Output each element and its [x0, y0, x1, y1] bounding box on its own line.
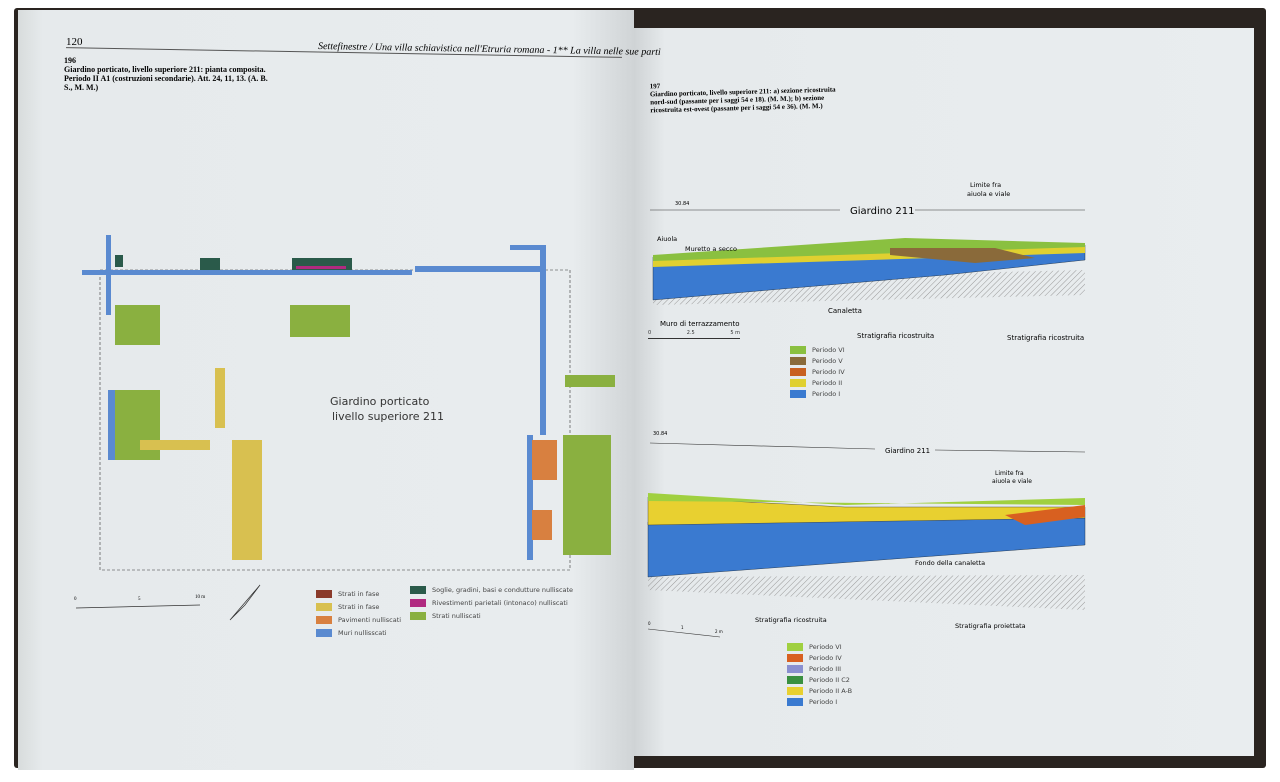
fondo-label: Fondo della canaletta [915, 559, 985, 567]
legend-item: Strati in fase [316, 603, 401, 611]
figure-caption-196: 196 Giardino porticato, livello superior… [64, 56, 268, 92]
aiuola-label: Aiuola [657, 235, 677, 243]
garden-plan: Giardino porticato livello superiore 211… [74, 235, 615, 621]
legend-label: Soglie, gradini, basi e condutture nulli… [432, 586, 574, 594]
legend-item: Periodo I [790, 390, 845, 398]
legend-swatch [790, 379, 806, 387]
caption-line: Giardino porticato, livello superiore 21… [64, 65, 266, 74]
legend-swatch [316, 616, 332, 624]
legend-swatch [787, 665, 803, 673]
section-title: Giardino 211 [850, 206, 914, 217]
legend-item: Soglie, gradini, basi e condutture nulli… [410, 586, 573, 594]
legend-item: Periodo IV [787, 654, 852, 662]
caption-line: Periodo II A1 (costruzioni secondarie). … [64, 74, 268, 83]
legend-item: Periodo V [790, 357, 845, 365]
scale-label: 0 [648, 330, 652, 336]
legend-label: Periodo II [812, 379, 843, 387]
legend-swatch [316, 603, 332, 611]
scale-label: 10 m [195, 595, 205, 600]
legend-swatch [787, 643, 803, 651]
wall [82, 270, 412, 275]
muretto-label: Muretto a secco [685, 245, 737, 253]
muro-label: Muro di terrazzamento [660, 320, 740, 328]
legend-item: Periodo VI [790, 346, 845, 354]
stratigrafia-label: Stratigrafia ricostruita [1007, 334, 1084, 342]
scale-label: 5 [138, 597, 141, 602]
legend-label: Periodo I [812, 390, 841, 398]
caption-line: S., M. M.) [64, 83, 99, 92]
legend-label: Strati in fase [338, 603, 380, 611]
legend-label: Periodo III [809, 665, 842, 673]
legend-swatch [787, 698, 803, 706]
plan-label: livello superiore 211 [332, 410, 444, 423]
scale-bar-a: 0 2.5 5 m [648, 330, 748, 339]
legend-label: Periodo IV [812, 368, 845, 376]
legend-item: Periodo II C2 [787, 676, 852, 684]
legend-swatch [410, 612, 426, 620]
section-a: 30.84 Giardino 211 Limite fra aiuola e v… [650, 181, 1086, 342]
legend-label: Muri nullisscati [338, 629, 387, 637]
legend-swatch [316, 590, 332, 598]
limite-label: aiuola e viale [992, 478, 1032, 485]
legend-item: Periodo IV [790, 368, 845, 376]
figure-number: 196 [64, 56, 76, 65]
plan-label: Giardino porticato [330, 395, 430, 408]
legend-item: Strati nulliscati [410, 612, 573, 620]
limite-label: Limite fra [995, 470, 1024, 477]
scale-label: 5 m [730, 330, 740, 336]
legend-label: Strati in fase [338, 590, 380, 598]
legend-item: Periodo VI [787, 643, 852, 651]
legend-label: Periodo V [812, 357, 843, 365]
legend-swatch [790, 368, 806, 376]
legend-label: Periodo II A-B [809, 687, 853, 695]
legend-swatch [787, 687, 803, 695]
scale-label: 1 [681, 625, 684, 630]
canaletta-label: Canaletta [828, 307, 862, 315]
legend-swatch [790, 346, 806, 354]
section-title: Giardino 211 [885, 447, 930, 455]
legend-swatch [790, 390, 806, 398]
page-number: 120 [66, 36, 83, 48]
right-page [634, 28, 1254, 756]
stratigrafia-label: Stratigrafia ricostruita [755, 616, 827, 624]
legend-swatch [790, 357, 806, 365]
legend-item: Rivestimenti parietali (intonaco) nullis… [410, 599, 573, 607]
legend-label: Periodo VI [812, 346, 845, 354]
legend-item: Periodo I [787, 698, 852, 706]
elevation-label: 30.84 [675, 201, 689, 207]
stratigrafia-label: Stratigrafia ricostruita [857, 332, 934, 340]
scale-label: 0 [648, 621, 651, 626]
elevation-label: 30.84 [653, 431, 667, 437]
limite-label: aiuola e viale [967, 190, 1010, 198]
limite-label: Limite fra [970, 181, 1001, 189]
legend-item: Pavimenti nulliscati [316, 616, 401, 624]
legend-label: Rivestimenti parietali (intonaco) nullis… [432, 599, 568, 607]
legend-swatch [787, 676, 803, 684]
legend-label: Pavimenti nulliscati [338, 616, 402, 624]
scale-label: 2 m [715, 629, 723, 634]
legend-label: Periodo VI [809, 643, 842, 651]
legend-swatch [787, 654, 803, 662]
legend-item: Muri nullisscati [316, 629, 401, 637]
section-b: 30.84 Giardino 211 Limite fra aiuola e v… [647, 431, 1086, 638]
scale-label: 2.5 [686, 330, 695, 336]
legend-item: Periodo II A-B [787, 687, 852, 695]
figure-caption-197: 197 Giardino porticato, livello superior… [650, 78, 837, 114]
legend-item: Strati in fase [316, 590, 401, 598]
legend-swatch [316, 629, 332, 637]
scale-label: 0 [74, 597, 77, 602]
stratigrafia-label: Stratigrafia proiettata [955, 622, 1026, 630]
legend-item: Periodo II [790, 379, 845, 387]
legend-label: Periodo II C2 [809, 676, 850, 684]
legend-swatch [410, 586, 426, 594]
legend-label: Periodo IV [809, 654, 842, 662]
legend-label: Strati nulliscati [432, 612, 481, 620]
north-arrow-icon [229, 584, 261, 621]
legend-label: Periodo I [809, 698, 838, 706]
legend-item: Periodo III [787, 665, 852, 673]
legend-swatch [410, 599, 426, 607]
